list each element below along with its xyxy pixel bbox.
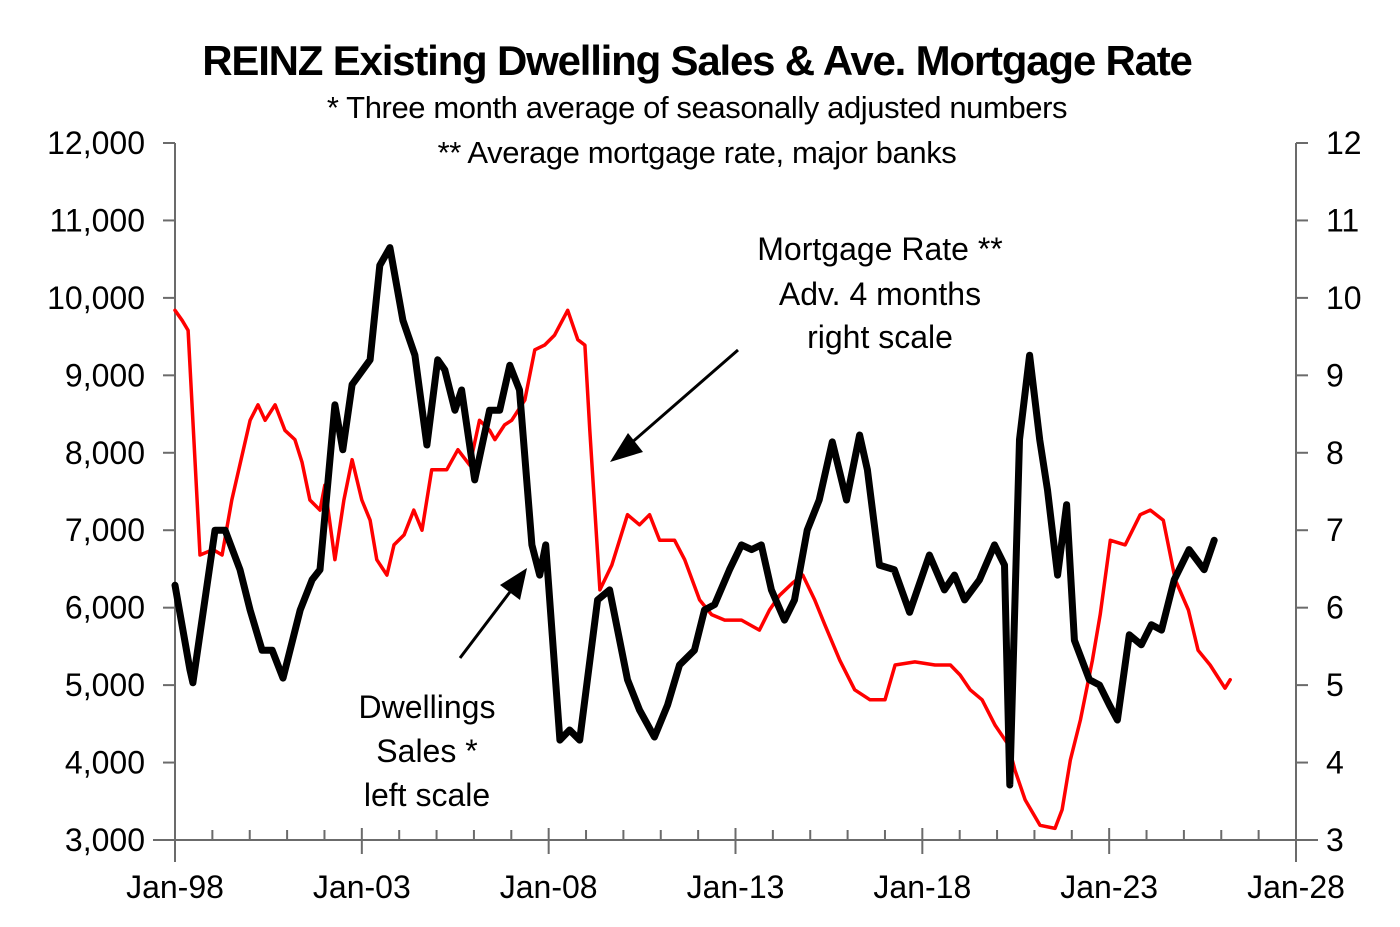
- mortgage-annotation: Mortgage Rate ** Adv. 4 months right sca…: [610, 231, 1003, 462]
- dwellings-annotation-line-2: Sales *: [376, 733, 477, 769]
- y-right-tick-label: 5: [1326, 667, 1344, 703]
- mortgage-annotation-arrowhead: [610, 433, 643, 462]
- y-right-tick-label: 11: [1326, 202, 1359, 238]
- y-right-tick-label: 9: [1326, 357, 1344, 393]
- y-right-tick-label: 10: [1326, 280, 1362, 316]
- y-left-tick-label: 6,000: [65, 590, 145, 626]
- x-tick-label: Jan-03: [313, 869, 411, 905]
- x-tick-label: Jan-18: [873, 869, 971, 905]
- mortgage-annotation-line-1: Mortgage Rate **: [757, 231, 1002, 267]
- y-left-tick-label: 11,000: [50, 202, 146, 238]
- y-right-tick-label: 4: [1326, 745, 1344, 781]
- y-left-tick-label: 5,000: [65, 667, 145, 703]
- chart-subtitle-2: ** Average mortgage rate, major banks: [438, 135, 957, 170]
- chart-title: REINZ Existing Dwelling Sales & Ave. Mor…: [202, 37, 1191, 84]
- y-left-tick-label: 9,000: [65, 357, 145, 393]
- axes: [153, 142, 1318, 862]
- x-tick-label: Jan-08: [500, 869, 598, 905]
- x-tick-label: Jan-23: [1060, 869, 1158, 905]
- mortgage-annotation-line-2: Adv. 4 months: [779, 276, 981, 312]
- x-tick-label: Jan-98: [126, 869, 224, 905]
- y-right-tick-label: 6: [1326, 590, 1344, 626]
- dwellings-annotation-arrowhead: [500, 568, 527, 600]
- dwelling-sales-line: [171, 244, 1218, 789]
- dwellings-annotation-arrow: [458, 583, 518, 659]
- mortgage-annotation-line-3: right scale: [807, 319, 953, 355]
- y-left-tick-label: 8,000: [65, 435, 145, 471]
- dwellings-annotation-line-1: Dwellings: [359, 689, 496, 725]
- y-right-tick-label: 7: [1326, 512, 1344, 548]
- chart-subtitle-1: * Three month average of seasonally adju…: [327, 90, 1067, 125]
- y-right-tick-label: 8: [1326, 435, 1344, 471]
- mortgage-annotation-arrow: [621, 348, 739, 453]
- dwellings-annotation-line-3: left scale: [364, 777, 490, 813]
- y-right-tick-label: 3: [1326, 822, 1344, 858]
- y-left-tick-label: 12,000: [47, 125, 145, 161]
- tick-labels: 3,000 4,000 5,000 6,000 7,000 8,000 9,000 10,00…: [47, 125, 1361, 905]
- x-tick-label: Jan-28: [1247, 869, 1345, 905]
- dwellings-annotation: Dwellings Sales * left scale: [359, 568, 527, 813]
- y-right-tick-label: 12: [1326, 125, 1362, 161]
- y-left-tick-label: 10,000: [47, 280, 145, 316]
- y-left-tick-label: 7,000: [65, 512, 145, 548]
- series-group: [171, 244, 1232, 831]
- x-tick-label: Jan-13: [687, 869, 785, 905]
- y-left-tick-label: 4,000: [65, 745, 145, 781]
- y-left-tick-label: 3,000: [65, 822, 145, 858]
